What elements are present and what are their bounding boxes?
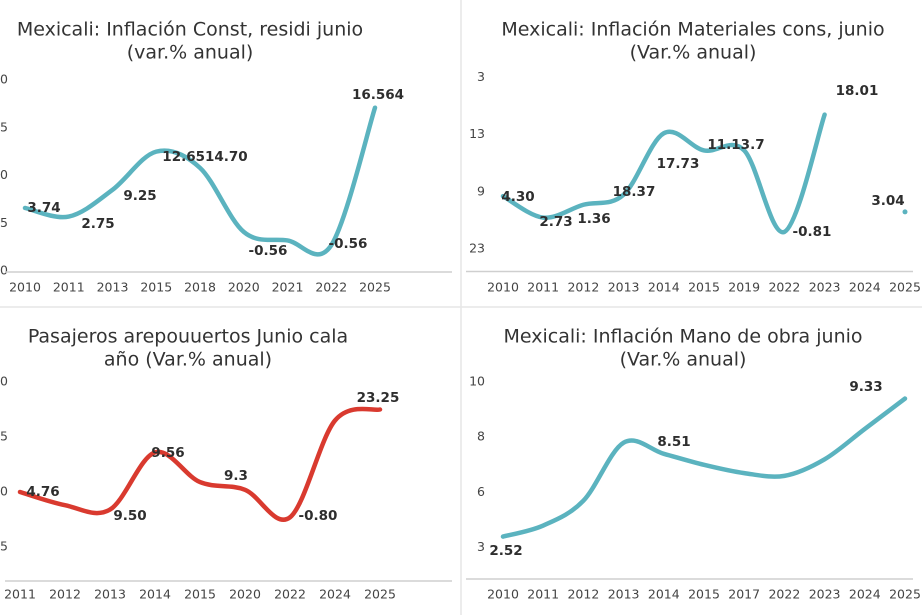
y-tick-label: 6 [477, 484, 485, 499]
chart-subtitle: (var.% anual) [127, 42, 254, 64]
x-tick-label: 2024 [849, 587, 881, 602]
annotation: 3.04 [871, 193, 904, 209]
x-tick-label: 2014 [648, 587, 680, 602]
x-tick-label: 2015 [688, 587, 720, 602]
annotation: 18.01 [836, 83, 879, 99]
x-tick-label: 2022 [768, 280, 800, 295]
x-tick-label: 2025 [889, 280, 921, 295]
x-tick-label: 2025 [359, 280, 391, 295]
x-tick-label: 2020 [228, 280, 260, 295]
y-tick-label: 9 [477, 183, 485, 198]
x-tick-label: 2024 [319, 587, 351, 602]
annotation: -0.56 [329, 236, 368, 252]
line [17, 406, 383, 522]
x-tick-label: 2024 [849, 280, 881, 295]
annotation: 9.25 [123, 188, 156, 204]
annotation: 12.6514.70 [162, 149, 247, 165]
chart-subtitle: (Var.% anual) [620, 349, 747, 371]
x-tick-label: 2017 [728, 587, 760, 602]
x-tick-label: 2013 [608, 587, 640, 602]
annotation: 9.50 [113, 508, 146, 524]
x-tick-label: 2020 [229, 587, 261, 602]
chart-subtitle: (Var.% anual) [630, 42, 757, 64]
x-tick-label: 2021 [272, 280, 304, 295]
y-tick-label: 10 [0, 167, 8, 182]
line [500, 396, 908, 539]
x-tick-label: 2025 [889, 587, 921, 602]
line [500, 112, 827, 235]
point [902, 209, 908, 215]
x-tick-label: 2011 [527, 280, 559, 295]
x-tick-label: 2022 [274, 587, 306, 602]
y-tick-label: 15 [0, 429, 8, 444]
annotation: 9.56 [151, 445, 184, 461]
x-tick-label: 2023 [809, 280, 841, 295]
y-tick-label: 20 [0, 72, 8, 87]
x-tick-label: 2022 [315, 280, 347, 295]
chart-subtitle: año (Var.% anual) [104, 349, 272, 371]
x-tick-label: 2010 [487, 280, 519, 295]
annotation: -0.80 [299, 508, 338, 524]
chart-title: Mexicali: Inflación Const, residi junio [17, 19, 363, 41]
x-tick-label: 2018 [184, 280, 216, 295]
x-tick-label: 2019 [728, 280, 760, 295]
annotation: 2.73 [539, 214, 572, 230]
annotation: 17.73 [657, 156, 700, 172]
x-tick-label: 2014 [648, 280, 680, 295]
x-tick-label: 2025 [364, 587, 396, 602]
y-tick-label: 5 [0, 215, 8, 230]
x-tick-label: 2015 [140, 280, 172, 295]
chart-title: Mexicali: Inflación Mano de obra junio [503, 326, 862, 348]
x-tick-label: 2012 [567, 280, 599, 295]
annotation: 2.75 [81, 216, 114, 232]
x-tick-label: 2013 [94, 587, 126, 602]
annotation: 9.3 [224, 468, 248, 484]
annotation: 9.33 [849, 379, 882, 395]
y-tick-label: 10 [469, 374, 485, 389]
x-tick-label: 2013 [608, 280, 640, 295]
y-tick-label: 15 [0, 119, 8, 134]
y-tick-label: 3 [477, 539, 485, 554]
y-tick-label: 3 [477, 69, 485, 84]
line [22, 105, 378, 257]
x-tick-label: 2014 [139, 587, 171, 602]
y-tick-label: 5 [0, 539, 8, 554]
y-tick-label: 0 [0, 263, 8, 278]
annotation: 1.36 [577, 211, 610, 227]
chart-title: Pasajeros arepouuertos Junio cala [28, 326, 348, 348]
annotation: 18.37 [613, 184, 656, 200]
annotation: -0.56 [249, 243, 288, 259]
x-tick-label: 2023 [809, 587, 841, 602]
annotation: 2.52 [489, 543, 522, 559]
annotation: 8.51 [657, 434, 690, 450]
x-tick-label: 2011 [4, 587, 36, 602]
x-tick-label: 2015 [688, 280, 720, 295]
y-tick-label: 10 [0, 484, 8, 499]
annotation: 11.13.7 [707, 137, 764, 153]
y-tick-label: 23 [469, 241, 485, 256]
x-tick-label: 2015 [184, 587, 216, 602]
x-tick-label: 2012 [567, 587, 599, 602]
annotation: 16.564 [352, 87, 404, 103]
x-tick-label: 2010 [487, 587, 519, 602]
x-tick-label: 2012 [49, 587, 81, 602]
x-tick-label: 2011 [527, 587, 559, 602]
annotation: 4.76 [26, 484, 59, 500]
annotation: -0.81 [793, 224, 832, 240]
x-tick-label: 2010 [9, 280, 41, 295]
annotation: 4.30 [501, 189, 534, 205]
y-tick-label: 8 [477, 429, 485, 444]
x-tick-label: 2022 [768, 587, 800, 602]
y-tick-label: 13 [469, 126, 485, 141]
y-tick-label: 20 [0, 374, 8, 389]
annotation: 3.74 [27, 200, 60, 216]
annotation: 23.25 [357, 390, 400, 406]
x-tick-label: 2013 [97, 280, 129, 295]
chart-title: Mexicali: Inflación Materiales cons, jun… [501, 19, 884, 41]
x-tick-label: 2011 [53, 280, 85, 295]
